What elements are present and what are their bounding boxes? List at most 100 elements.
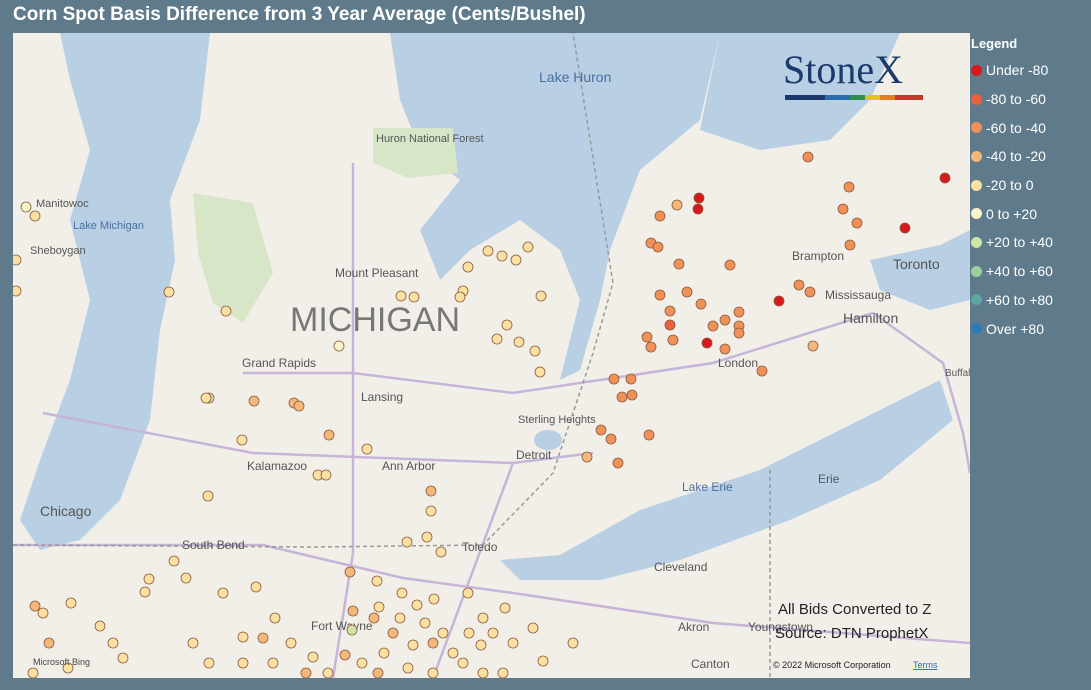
basis-dot[interactable] — [237, 631, 249, 643]
basis-dot[interactable] — [567, 637, 579, 649]
basis-dot[interactable] — [605, 433, 617, 445]
basis-dot[interactable] — [851, 217, 863, 229]
basis-dot[interactable] — [248, 395, 260, 407]
basis-dot[interactable] — [733, 306, 745, 318]
basis-dot[interactable] — [507, 637, 519, 649]
basis-dot[interactable] — [300, 667, 312, 678]
basis-dot[interactable] — [117, 652, 129, 664]
basis-dot[interactable] — [496, 250, 508, 262]
basis-dot[interactable] — [323, 429, 335, 441]
basis-dot[interactable] — [402, 662, 414, 674]
basis-dot[interactable] — [395, 290, 407, 302]
basis-dot[interactable] — [501, 319, 513, 331]
basis-dot[interactable] — [373, 601, 385, 613]
basis-dot[interactable] — [667, 334, 679, 346]
basis-dot[interactable] — [344, 566, 356, 578]
basis-dot[interactable] — [356, 657, 368, 669]
basis-dot[interactable] — [844, 239, 856, 251]
basis-dot[interactable] — [477, 612, 489, 624]
basis-dot[interactable] — [510, 254, 522, 266]
basis-dot[interactable] — [692, 203, 704, 215]
basis-dot[interactable] — [346, 624, 358, 636]
basis-dot[interactable] — [419, 617, 431, 629]
basis-dot[interactable] — [407, 639, 419, 651]
basis-dot[interactable] — [654, 210, 666, 222]
basis-dot[interactable] — [94, 620, 106, 632]
basis-dot[interactable] — [535, 290, 547, 302]
basis-dot[interactable] — [654, 289, 666, 301]
basis-dot[interactable] — [522, 241, 534, 253]
basis-dot[interactable] — [652, 241, 664, 253]
basis-dot[interactable] — [671, 199, 683, 211]
basis-dot[interactable] — [625, 373, 637, 385]
basis-dot[interactable] — [487, 627, 499, 639]
basis-dot[interactable] — [581, 451, 593, 463]
basis-dot[interactable] — [427, 637, 439, 649]
basis-dot[interactable] — [322, 667, 334, 678]
basis-dot[interactable] — [807, 340, 819, 352]
basis-dot[interactable] — [269, 612, 281, 624]
basis-dot[interactable] — [482, 245, 494, 257]
basis-dot[interactable] — [203, 657, 215, 669]
basis-dot[interactable] — [411, 599, 423, 611]
basis-dot[interactable] — [163, 286, 175, 298]
basis-dot[interactable] — [477, 667, 489, 678]
basis-dot[interactable] — [368, 612, 380, 624]
basis-dot[interactable] — [401, 536, 413, 548]
basis-dot[interactable] — [285, 637, 297, 649]
basis-dot[interactable] — [804, 286, 816, 298]
basis-dot[interactable] — [843, 181, 855, 193]
basis-dot[interactable] — [447, 647, 459, 659]
basis-dot[interactable] — [499, 602, 511, 614]
basis-dot[interactable] — [339, 649, 351, 661]
basis-dot[interactable] — [513, 336, 525, 348]
basis-dot[interactable] — [408, 291, 420, 303]
basis-dot[interactable] — [394, 612, 406, 624]
basis-dot[interactable] — [773, 295, 785, 307]
basis-dot[interactable] — [537, 655, 549, 667]
basis-dot[interactable] — [475, 639, 487, 651]
basis-dot[interactable] — [534, 366, 546, 378]
basis-dot[interactable] — [529, 345, 541, 357]
basis-dot[interactable] — [13, 254, 22, 266]
basis-dot[interactable] — [425, 485, 437, 497]
basis-dot[interactable] — [595, 424, 607, 436]
basis-dot[interactable] — [396, 587, 408, 599]
basis-dot[interactable] — [29, 600, 41, 612]
basis-dot[interactable] — [257, 632, 269, 644]
basis-dot[interactable] — [320, 469, 332, 481]
basis-dot[interactable] — [187, 637, 199, 649]
basis-dot[interactable] — [695, 298, 707, 310]
basis-dot[interactable] — [20, 201, 32, 213]
basis-dot[interactable] — [462, 587, 474, 599]
basis-dot[interactable] — [681, 286, 693, 298]
basis-dot[interactable] — [608, 373, 620, 385]
basis-dot[interactable] — [139, 586, 151, 598]
basis-dot[interactable] — [491, 333, 503, 345]
basis-dot[interactable] — [267, 657, 279, 669]
basis-dot[interactable] — [371, 575, 383, 587]
basis-dot[interactable] — [220, 305, 232, 317]
basis-dot[interactable] — [378, 647, 390, 659]
basis-dot[interactable] — [361, 443, 373, 455]
basis-dot[interactable] — [707, 320, 719, 332]
basis-dot[interactable] — [107, 637, 119, 649]
basis-dot[interactable] — [202, 490, 214, 502]
terms-link[interactable]: Terms — [913, 660, 938, 670]
basis-dot[interactable] — [457, 657, 469, 669]
basis-dot[interactable] — [899, 222, 911, 234]
basis-dot[interactable] — [641, 331, 653, 343]
basis-dot[interactable] — [347, 605, 359, 617]
basis-dot[interactable] — [425, 505, 437, 517]
basis-dot[interactable] — [180, 572, 192, 584]
basis-dot[interactable] — [462, 261, 474, 273]
basis-dot[interactable] — [307, 651, 319, 663]
basis-dot[interactable] — [497, 667, 509, 678]
basis-dot[interactable] — [293, 400, 305, 412]
basis-dot[interactable] — [29, 210, 41, 222]
basis-dot[interactable] — [250, 581, 262, 593]
basis-dot[interactable] — [527, 622, 539, 634]
basis-dot[interactable] — [421, 531, 433, 543]
basis-dot[interactable] — [719, 343, 731, 355]
basis-dot[interactable] — [612, 457, 624, 469]
